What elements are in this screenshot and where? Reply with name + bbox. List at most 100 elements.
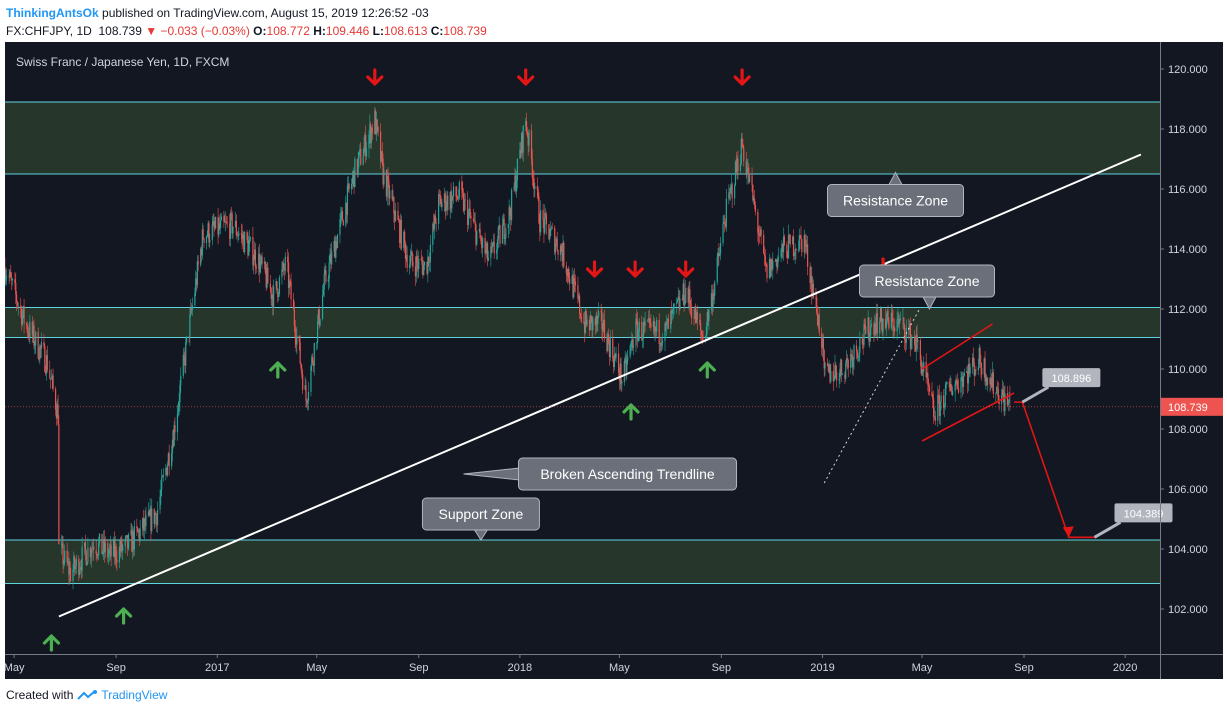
candle-body: [73, 556, 75, 570]
candle-body: [68, 561, 70, 575]
candle-body: [45, 371, 47, 374]
candle-body: [277, 289, 279, 298]
candle-body: [896, 319, 898, 332]
candle-body: [981, 367, 983, 375]
candle-body: [782, 243, 784, 253]
candle-body: [725, 198, 727, 227]
candle-body: [16, 302, 19, 306]
candle-body: [805, 245, 807, 247]
candle-body: [799, 235, 801, 237]
candle-body: [822, 338, 824, 351]
candle-body: [996, 387, 998, 394]
candle-body: [40, 345, 42, 349]
candle-body: [151, 508, 153, 532]
candle-body: [887, 311, 889, 320]
ohlc-bar: FX:CHFJPY, 1D 108.739 ▼ −0.033 (−0.03%) …: [6, 22, 487, 40]
candle-body: [811, 275, 813, 295]
candle-body: [557, 250, 559, 255]
candle-body: [470, 216, 472, 219]
candle-body: [563, 242, 565, 267]
sell-arrow-icon: [677, 260, 695, 278]
candle-body: [364, 134, 366, 147]
tradingview-brand[interactable]: TradingView: [101, 688, 168, 702]
candle-body: [220, 216, 223, 221]
candle-body: [90, 553, 92, 558]
candle-body: [348, 183, 350, 190]
candle-body: [258, 253, 260, 269]
candle-body: [670, 310, 672, 329]
candle-body: [44, 345, 46, 372]
candle-body: [144, 518, 146, 527]
candle-body: [664, 323, 666, 341]
author-link[interactable]: ThinkingAntsOk: [6, 6, 99, 20]
candle-body: [991, 372, 994, 388]
candle-body: [816, 297, 818, 313]
candle-body: [491, 243, 494, 248]
candle-body: [530, 130, 533, 160]
candle-body: [977, 367, 980, 371]
candle-body: [1007, 401, 1009, 406]
candle-body: [86, 562, 88, 566]
candle-body: [797, 249, 800, 251]
publish-header: ThinkingAntsOk published on TradingView.…: [6, 4, 429, 22]
candle-body: [921, 368, 923, 374]
candle-body: [457, 197, 460, 199]
candle-body: [665, 323, 667, 326]
low-value: 108.613: [383, 24, 428, 38]
candle-body: [138, 530, 140, 540]
candle-body: [656, 319, 658, 332]
candle-body: [156, 514, 158, 526]
candle-body: [683, 283, 685, 306]
candle-body: [874, 323, 876, 335]
chart-panel[interactable]: Resistance Zone Resistance Zone Broken Asc…: [5, 42, 1223, 679]
candle-body: [438, 194, 440, 224]
candle-body: [908, 323, 911, 330]
candle-body: [49, 370, 51, 379]
candle-body: [933, 399, 935, 417]
candle-body: [601, 311, 603, 330]
candle-body: [418, 258, 420, 269]
candle-body: [468, 208, 470, 213]
candle-body: [254, 249, 257, 267]
candle-body: [902, 317, 904, 319]
candle-body: [21, 314, 24, 325]
candle-body: [800, 235, 802, 240]
candle-body: [166, 467, 168, 476]
candle-body: [98, 542, 100, 555]
last-price-value: 108.739: [98, 24, 142, 38]
candle-body: [261, 256, 263, 264]
candle-body: [380, 131, 382, 162]
candle-body: [316, 342, 318, 344]
candle-body: [84, 542, 87, 551]
candle-body: [306, 400, 308, 404]
candle-body: [362, 155, 364, 165]
candle-body: [758, 235, 761, 237]
candle-body: [666, 322, 668, 326]
candle-body: [891, 312, 893, 319]
candle-body: [224, 221, 226, 223]
candle-body: [652, 321, 654, 328]
candle-body: [579, 313, 582, 317]
candle-body: [736, 158, 738, 173]
candle-body: [770, 259, 772, 277]
candle-body: [318, 309, 320, 326]
candle-body: [441, 202, 443, 208]
price-tag-label: 104.389: [1124, 508, 1164, 520]
candle-body: [826, 363, 829, 366]
candle-body: [840, 359, 842, 369]
candle-body: [414, 266, 417, 277]
x-tick-label: Sep: [106, 662, 126, 674]
price-change: ▼ −0.033 (−0.03%): [145, 24, 250, 38]
candle-body: [97, 554, 99, 556]
candle-body: [346, 202, 348, 216]
candle-body: [693, 317, 695, 319]
candle-body: [167, 453, 169, 465]
candle-body: [743, 148, 745, 162]
candle-body: [263, 261, 266, 264]
callout-3: Support Zone: [421, 497, 540, 541]
candle-body: [574, 281, 577, 286]
candle-body: [847, 359, 849, 368]
candle-body: [775, 259, 777, 261]
candle-body: [22, 306, 24, 315]
price-chart[interactable]: Resistance Zone Resistance Zone Broken Asc…: [5, 42, 1223, 679]
